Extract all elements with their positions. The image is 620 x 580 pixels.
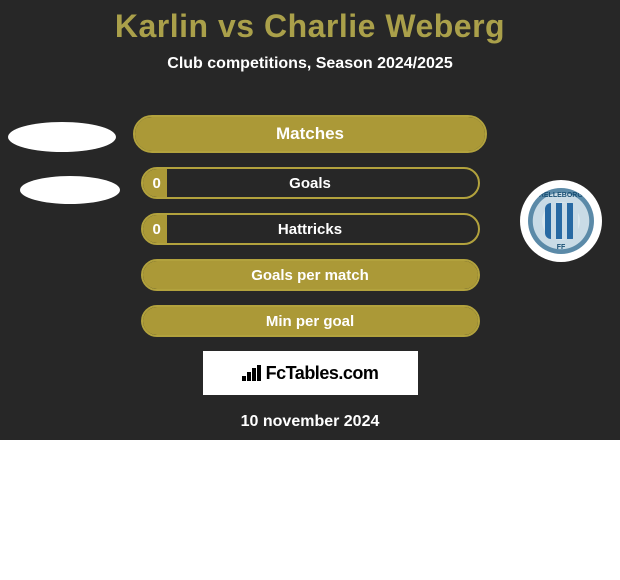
brand-box: FcTables.com [203, 351, 418, 395]
stat-label: Goals [143, 175, 478, 192]
club-badge: TRELLEBORGS FF [520, 180, 602, 262]
stat-row: Goals per match [0, 259, 620, 291]
page-subtitle: Club competitions, Season 2024/2025 [0, 55, 620, 73]
page-title: Karlin vs Charlie Weberg [0, 0, 620, 45]
stat-pill: Goals per match [141, 259, 480, 291]
stat-label: Min per goal [143, 313, 478, 330]
stat-pill: Matches [133, 115, 487, 153]
club-badge-inner: TRELLEBORGS FF [528, 188, 594, 254]
club-badge-text-top: TRELLEBORGS [528, 192, 594, 199]
bars-icon [242, 365, 262, 381]
club-badge-stripes [545, 203, 578, 240]
player-placeholder [20, 176, 120, 204]
stat-label: Goals per match [143, 267, 478, 284]
stat-label: Matches [135, 124, 485, 144]
club-badge-text-bottom: FF [528, 244, 594, 251]
brand-text: FcTables.com [266, 363, 379, 384]
player-placeholder [8, 122, 116, 152]
comparison-panel: Karlin vs Charlie Weberg Club competitio… [0, 0, 620, 440]
stat-pill: 0Goals [141, 167, 480, 199]
stat-pill: 0Hattricks [141, 213, 480, 245]
stat-row: Min per goal [0, 305, 620, 337]
stat-pill: Min per goal [141, 305, 480, 337]
stat-label: Hattricks [143, 221, 478, 238]
date-line: 10 november 2024 [0, 413, 620, 431]
